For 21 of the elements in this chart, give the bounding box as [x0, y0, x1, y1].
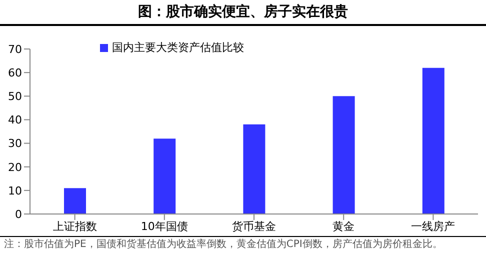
chart-title: 图：股市确实便宜、房子实在很贵 [0, 0, 486, 26]
bar [243, 124, 266, 214]
legend-label: 国内主要大类资产估值比较 [112, 41, 244, 54]
y-tick-label: 30 [8, 137, 22, 150]
y-tick-label: 10 [8, 184, 22, 198]
y-tick-label: 60 [8, 66, 22, 80]
bar [64, 188, 86, 214]
bar [154, 138, 176, 214]
x-tick-label: 上证指数 [52, 220, 97, 233]
y-tick-label: 70 [8, 42, 22, 56]
x-tick-label: 黄金 [332, 220, 355, 233]
y-tick-label: 0 [15, 208, 22, 221]
y-tick-label: 40 [8, 114, 22, 127]
bar [422, 68, 444, 214]
text: 注：股市估值为PE，国债和货基估值为收益率倒数，黄金估值为CPI倒数，房产估值为房价租金比。 [4, 239, 444, 251]
x-tick-label: 一线房产 [411, 220, 456, 233]
x-tick-label: 10年国债 [140, 220, 188, 233]
x-tick-label: 货币基金 [232, 220, 276, 233]
y-tick-label: 50 [8, 90, 22, 104]
bar [332, 96, 355, 214]
y-tick-label: 20 [8, 160, 22, 174]
